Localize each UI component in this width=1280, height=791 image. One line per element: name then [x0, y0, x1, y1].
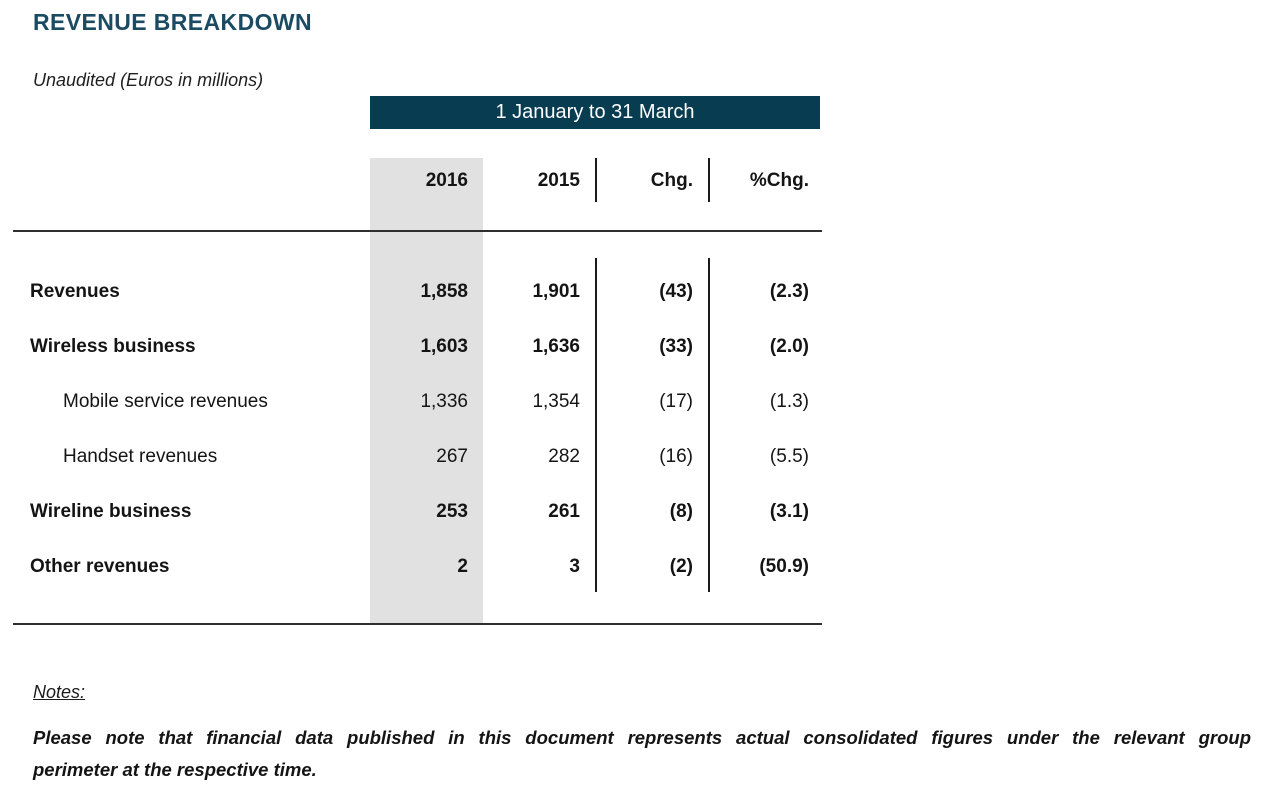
cell-2015: 282 — [548, 445, 580, 467]
notes-paragraph: Please note that financial data publishe… — [33, 722, 1251, 786]
period-header-label: 1 January to 31 March — [495, 101, 695, 123]
row-label: Wireless business — [30, 335, 196, 357]
highlight-column-2016 — [370, 158, 483, 624]
cell-2015: 1,354 — [532, 390, 580, 412]
table-top-rule — [13, 230, 822, 232]
cell-2015: 1,636 — [532, 335, 580, 357]
cell-pctchg: (2.0) — [769, 335, 809, 357]
row-label: Revenues — [30, 280, 120, 302]
table-body: Revenues 1,858 1,901 (43) (2.3) Wireless… — [0, 264, 822, 594]
cell-2016: 1,603 — [420, 335, 468, 357]
row-label: Other revenues — [30, 555, 170, 577]
row-label: Wireline business — [30, 500, 192, 522]
body-divider-line-2 — [708, 258, 710, 592]
table-bottom-rule — [13, 623, 822, 625]
notes-line-2: perimeter at the respective time. — [33, 759, 317, 780]
column-header-2015: 2015 — [537, 170, 580, 191]
body-divider-line-1 — [595, 258, 597, 592]
unaudited-note: Unaudited (Euros in millions) — [33, 70, 264, 90]
cell-pctchg: (50.9) — [759, 555, 809, 577]
row-label: Mobile service revenues — [63, 390, 268, 412]
cell-pctchg: (1.3) — [769, 390, 809, 412]
cell-chg: (8) — [669, 500, 693, 522]
table-row-other-revenues: Other revenues 2 3 (2) (50.9) — [0, 539, 822, 594]
cell-2016: 1,858 — [420, 280, 468, 302]
notes-heading: Notes: — [33, 682, 86, 702]
row-label: Handset revenues — [63, 445, 218, 467]
cell-chg: (17) — [659, 390, 693, 412]
period-header-band: 1 January to 31 March — [370, 96, 820, 129]
cell-2016: 2 — [457, 555, 468, 577]
cell-chg: (16) — [659, 445, 693, 467]
table-row-wireless-business: Wireless business 1,603 1,636 (33) (2.0) — [0, 319, 822, 374]
notes-line-1: Please note that financial data publishe… — [33, 727, 1251, 748]
table-row-wireline-business: Wireline business 253 261 (8) (3.1) — [0, 484, 822, 539]
column-header-pctchg: %Chg. — [749, 170, 809, 191]
cell-chg: (33) — [659, 335, 693, 357]
cell-2016: 267 — [436, 445, 468, 467]
header-divider-line-1 — [595, 158, 597, 202]
header-divider-line-2 — [708, 158, 710, 202]
cell-chg: (2) — [669, 555, 693, 577]
column-header-chg: Chg. — [650, 170, 693, 191]
cell-2015: 261 — [548, 500, 580, 522]
table-row-handset-revenues: Handset revenues 267 282 (16) (5.5) — [0, 429, 822, 484]
cell-2015: 1,901 — [532, 280, 580, 302]
cell-pctchg: (5.5) — [769, 445, 809, 467]
table-row-mobile-service-revenues: Mobile service revenues 1,336 1,354 (17)… — [0, 374, 822, 429]
cell-pctchg: (2.3) — [769, 280, 809, 302]
cell-pctchg: (3.1) — [769, 500, 809, 522]
cell-chg: (43) — [659, 280, 693, 302]
table-row-revenues: Revenues 1,858 1,901 (43) (2.3) — [0, 264, 822, 319]
cell-2016: 253 — [436, 500, 468, 522]
cell-2015: 3 — [569, 555, 580, 577]
page-title: REVENUE BREAKDOWN — [33, 9, 312, 35]
column-header-2016: 2016 — [425, 170, 468, 191]
cell-2016: 1,336 — [420, 390, 468, 412]
